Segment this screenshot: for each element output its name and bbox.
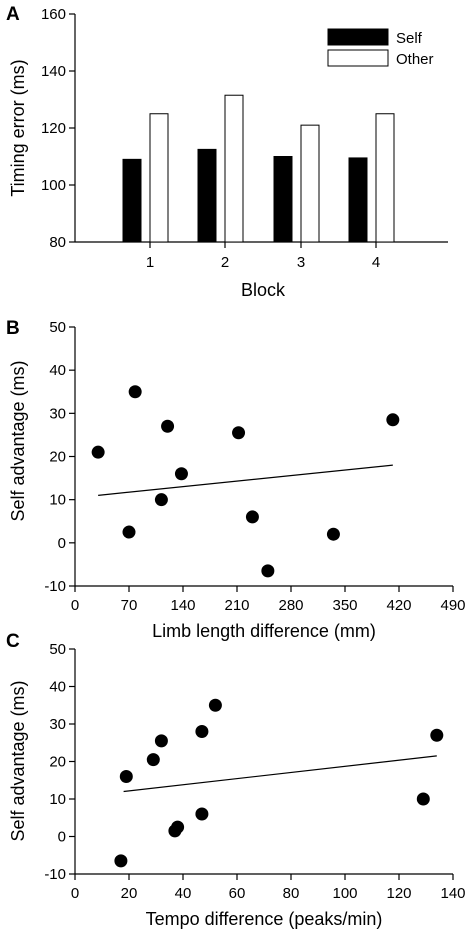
panel-c-xtick-label: 140	[440, 885, 465, 902]
panel-letter-c: C	[6, 631, 20, 652]
panel-a-xtick-label: 3	[297, 254, 305, 271]
bar-self-block-1	[122, 158, 142, 243]
panel-b-point	[161, 419, 175, 433]
panel-c-y-ticks: -10 0 10 20 30 40 50	[44, 641, 75, 883]
panel-c-xtick-label: 0	[71, 885, 79, 902]
panel-c-point	[208, 698, 222, 712]
legend-label-self: Self	[396, 30, 423, 47]
panel-c-ytick-label: 40	[49, 679, 66, 696]
panel-a-xtick-label: 2	[221, 254, 229, 271]
panel-b-point	[122, 525, 136, 539]
panel-b-xtick-label: 490	[440, 597, 465, 614]
panel-b-ytick-label: 30	[49, 405, 66, 422]
panel-c-ytick-label: 10	[49, 791, 66, 808]
panel-b-ytick-label: 50	[49, 319, 66, 336]
panel-c-xtick-label: 80	[283, 885, 300, 902]
panel-c-xtick-label: 60	[229, 885, 246, 902]
panel-a-bars	[122, 94, 395, 243]
panel-c-xtick-label: 20	[121, 885, 138, 902]
panel-b-xtick-label: 280	[278, 597, 303, 614]
panel-a-xtick-label: 4	[372, 254, 380, 271]
panel-b-point	[232, 426, 246, 440]
panel-letter-a: A	[6, 4, 20, 25]
panel-b-ylabel: Self advantage (ms)	[8, 360, 28, 521]
panel-c-xlabel: Tempo difference (peaks/min)	[146, 909, 383, 929]
panel-c-point	[146, 753, 160, 767]
panel-b-xlabel: Limb length difference (mm)	[152, 621, 376, 641]
panel-b-xtick-label: 210	[224, 597, 249, 614]
panel-b-point	[386, 413, 400, 427]
panel-c-ytick-label: 30	[49, 716, 66, 733]
panel-b-ytick-label: -10	[44, 578, 66, 595]
bar-self-block-2	[197, 148, 217, 243]
panel-a-ytick-label: 120	[41, 120, 66, 137]
panel-a-ylabel: Timing error (ms)	[8, 59, 28, 196]
legend-label-other: Other	[396, 51, 434, 68]
panel-c-ytick-label: 50	[49, 641, 66, 658]
legend-swatch-self	[327, 28, 389, 46]
panel-b-ytick-label: 10	[49, 492, 66, 509]
panel-c-point	[171, 820, 185, 834]
panel-b-point	[91, 445, 105, 459]
panel-b-ytick-label: 40	[49, 362, 66, 379]
panel-a-xtick-label: 1	[146, 254, 154, 271]
panel-letter-b: B	[6, 318, 20, 339]
panel-b-xtick-label: 0	[71, 597, 79, 614]
panel-a-ytick-label: 100	[41, 177, 66, 194]
panel-c-point	[119, 770, 133, 783]
panel-c-ytick-label: -10	[44, 866, 66, 883]
panel-c-x-ticks: 0 20 40 60 80 100 120 140	[71, 874, 466, 902]
bar-other-block-4	[375, 113, 395, 243]
panel-c-point	[416, 792, 430, 806]
panel-c-point	[114, 854, 128, 868]
bar-other-block-3	[300, 124, 320, 243]
panel-c-xtick-label: 100	[332, 885, 357, 902]
panel-a-y-ticks: 80 100 120 140 160	[41, 6, 75, 251]
bar-self-block-3	[273, 156, 293, 243]
panel-b-y-ticks: -10 0 10 20 30 40 50	[44, 319, 75, 595]
panel-b-xtick-label: 420	[386, 597, 411, 614]
panel-b-point	[261, 564, 275, 578]
panel-c-xtick-label: 40	[175, 885, 192, 902]
bar-other-block-1	[149, 113, 169, 243]
legend-swatch-other	[327, 49, 389, 67]
panel-c-point	[154, 734, 168, 748]
panel-a-xlabel: Block	[241, 280, 286, 300]
bar-self-block-4	[348, 157, 368, 243]
panel-b-xtick-label: 70	[121, 597, 138, 614]
panel-c-point	[430, 728, 444, 742]
panel-c-point	[195, 725, 209, 738]
panel-a-ytick-label: 80	[49, 234, 66, 251]
panel-b: B Self advantage (ms) Limb length differ…	[6, 318, 466, 641]
panel-b-point	[245, 510, 259, 524]
panel-a-x-ticks: 1 2 3 4	[146, 242, 380, 271]
bar-other-block-2	[224, 94, 244, 243]
panel-c-point	[195, 807, 209, 821]
panel-b-xtick-label: 350	[332, 597, 357, 614]
panel-c-ytick-label: 0	[58, 829, 66, 846]
panel-b-xtick-label: 140	[170, 597, 195, 614]
panel-c-ylabel: Self advantage (ms)	[8, 680, 28, 841]
panel-b-fit-line	[98, 464, 393, 496]
panel-c-xtick-label: 120	[386, 885, 411, 902]
panel-b-ytick-label: 20	[49, 449, 66, 466]
panel-c-points	[114, 698, 444, 868]
panel-b-x-ticks: 0 70 140 210 280 350 420 490	[71, 586, 466, 614]
panel-a: A Timing error (ms) Block 80 100 120 140 160…	[6, 4, 448, 300]
panel-b-point	[154, 493, 168, 507]
panel-a-ytick-label: 160	[41, 6, 66, 23]
panel-c-ytick-label: 20	[49, 754, 66, 771]
panel-a-ytick-label: 140	[41, 63, 66, 80]
panel-b-points	[91, 385, 400, 578]
panel-b-point	[326, 527, 340, 541]
panel-b-ytick-label: 0	[58, 535, 66, 552]
panel-a-legend: Self Other	[327, 28, 434, 68]
panel-c: C Self advantage (ms) Tempo difference (…	[6, 631, 466, 929]
panel-b-point	[174, 467, 188, 481]
panel-c-fit-line	[123, 755, 437, 793]
panel-b-point	[128, 385, 142, 399]
